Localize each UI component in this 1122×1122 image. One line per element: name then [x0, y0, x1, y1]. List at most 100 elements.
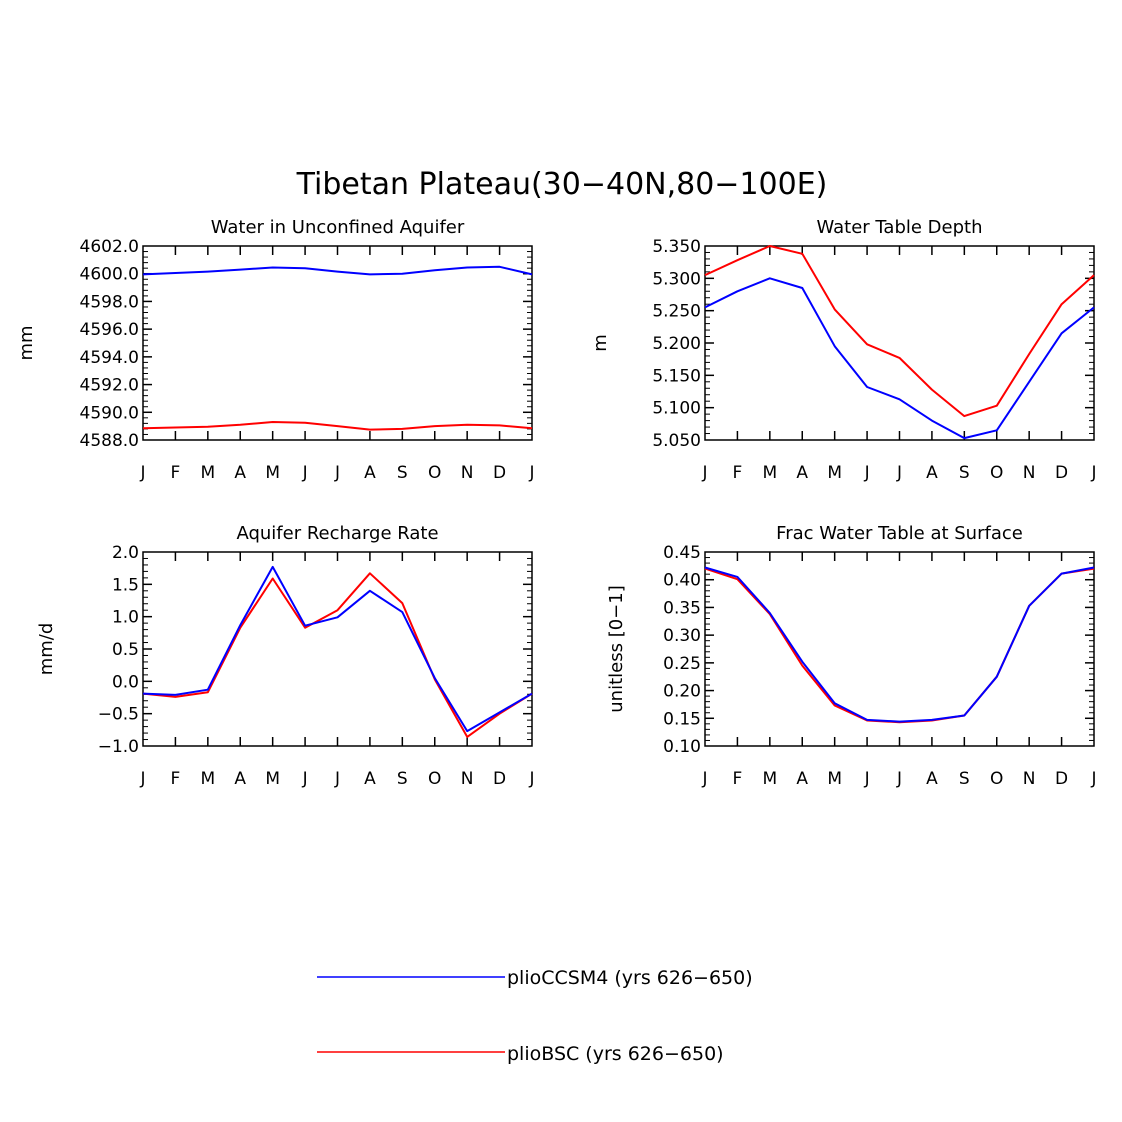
x-tick-label: S [397, 769, 408, 789]
x-tick-label: O [990, 769, 1003, 789]
x-tick-label: M [200, 463, 215, 483]
x-tick-label: D [1055, 463, 1068, 483]
series-line-pliobsc [704, 567, 1095, 724]
x-tick-label: J [1090, 769, 1096, 789]
x-tick-label: A [234, 463, 246, 483]
y-tick-label: 1.0 [112, 608, 139, 628]
y-axis-label: mm [16, 325, 37, 360]
x-tick-label: M [762, 769, 777, 789]
x-tick-label: J [1090, 463, 1096, 483]
y-tick-label: 4594.0 [80, 348, 139, 368]
panel-title: Aquifer Recharge Rate [236, 523, 438, 544]
legend: plioCCSM4 (yrs 626−650) plioBSC (yrs 626… [317, 967, 753, 1065]
y-tick-label: 0.40 [663, 571, 701, 591]
plot-frame [142, 245, 533, 441]
y-tick-label: 4598.0 [80, 292, 139, 312]
x-tick-label: O [428, 463, 441, 483]
x-tick-label: M [827, 769, 842, 789]
x-tick-label: S [959, 769, 970, 789]
y-tick-label: 5.300 [652, 269, 701, 289]
x-tick-label: J [334, 463, 340, 483]
series-line-pliobsc [704, 245, 1095, 418]
x-tick-label: J [139, 463, 145, 483]
y-tick-label: 1.5 [112, 575, 139, 595]
y-tick-label: 0.30 [663, 626, 701, 646]
y-tick-label: −1.0 [98, 737, 139, 757]
y-tick-label: −0.5 [98, 705, 139, 725]
panel-title: Water Table Depth [816, 217, 982, 238]
series-line-pliobsc [142, 572, 533, 738]
y-tick-label: 5.200 [652, 334, 701, 354]
y-tick-label: 5.350 [652, 237, 701, 257]
x-tick-label: A [796, 463, 808, 483]
x-tick-label: O [990, 463, 1003, 483]
series-line-pliocsm4 [704, 566, 1095, 723]
x-tick-label: A [364, 463, 376, 483]
x-tick-label: F [171, 769, 181, 789]
x-tick-label: D [1055, 769, 1068, 789]
y-tick-label: 5.250 [652, 302, 701, 322]
y-tick-label: 4602.0 [80, 237, 139, 257]
series-line-pliocsm4 [704, 277, 1095, 440]
y-tick-label: 0.15 [663, 709, 701, 729]
panel-frac-water-table: Frac Water Table at Surface unitless [0−1… [606, 523, 1097, 789]
x-tick-label: M [762, 463, 777, 483]
y-tick-label: 4588.0 [80, 431, 139, 451]
plot-frame [142, 551, 533, 747]
x-tick-label: M [200, 769, 215, 789]
series-line-pliocsm4 [142, 565, 533, 733]
y-tick-label: 0.20 [663, 682, 701, 702]
x-tick-label: N [461, 463, 474, 483]
figure-title: Tibetan Plateau(30−40N,80−100E) [296, 167, 828, 202]
y-tick-label: 2.0 [112, 543, 139, 563]
x-tick-label: M [265, 463, 280, 483]
x-tick-label: J [139, 769, 145, 789]
x-tick-label: S [397, 463, 408, 483]
y-tick-label: 4592.0 [80, 376, 139, 396]
y-tick-label: 0.35 [663, 598, 701, 618]
x-tick-label: J [528, 463, 534, 483]
series-line-pliobsc [142, 421, 533, 431]
legend-label-pliobsc: plioBSC (yrs 626−650) [507, 1043, 724, 1065]
x-tick-label: J [302, 769, 308, 789]
x-tick-label: J [528, 769, 534, 789]
x-tick-label: A [234, 769, 246, 789]
x-tick-label: A [926, 769, 938, 789]
x-tick-label: J [864, 463, 870, 483]
x-tick-label: J [701, 463, 707, 483]
y-tick-label: 5.150 [652, 366, 701, 386]
x-tick-label: A [796, 769, 808, 789]
plot-frame [704, 551, 1095, 747]
y-tick-label: 0.5 [112, 640, 139, 660]
x-tick-label: O [428, 769, 441, 789]
y-axis-label: m [590, 334, 611, 352]
legend-label-pliocsm4: plioCCSM4 (yrs 626−650) [507, 967, 753, 989]
panel-title: Water in Unconfined Aquifer [211, 217, 465, 238]
y-tick-label: 5.050 [652, 431, 701, 451]
y-axis-label: mm/d [36, 623, 57, 676]
y-tick-label: 4600.0 [80, 265, 139, 285]
x-tick-label: N [1023, 769, 1036, 789]
x-tick-label: F [733, 463, 743, 483]
y-tick-label: 0.0 [112, 672, 139, 692]
x-tick-label: F [171, 463, 181, 483]
x-tick-label: A [926, 463, 938, 483]
x-tick-label: M [265, 769, 280, 789]
x-tick-label: J [864, 769, 870, 789]
x-tick-label: A [364, 769, 376, 789]
x-tick-label: M [827, 463, 842, 483]
x-tick-label: N [1023, 463, 1036, 483]
y-tick-label: 5.100 [652, 399, 701, 419]
y-tick-label: 0.10 [663, 737, 701, 757]
x-tick-label: J [302, 463, 308, 483]
x-tick-label: D [493, 463, 506, 483]
y-tick-label: 0.45 [663, 543, 701, 563]
x-tick-label: J [896, 463, 902, 483]
x-tick-label: J [701, 769, 707, 789]
y-axis-label: unitless [0−1] [606, 585, 627, 712]
